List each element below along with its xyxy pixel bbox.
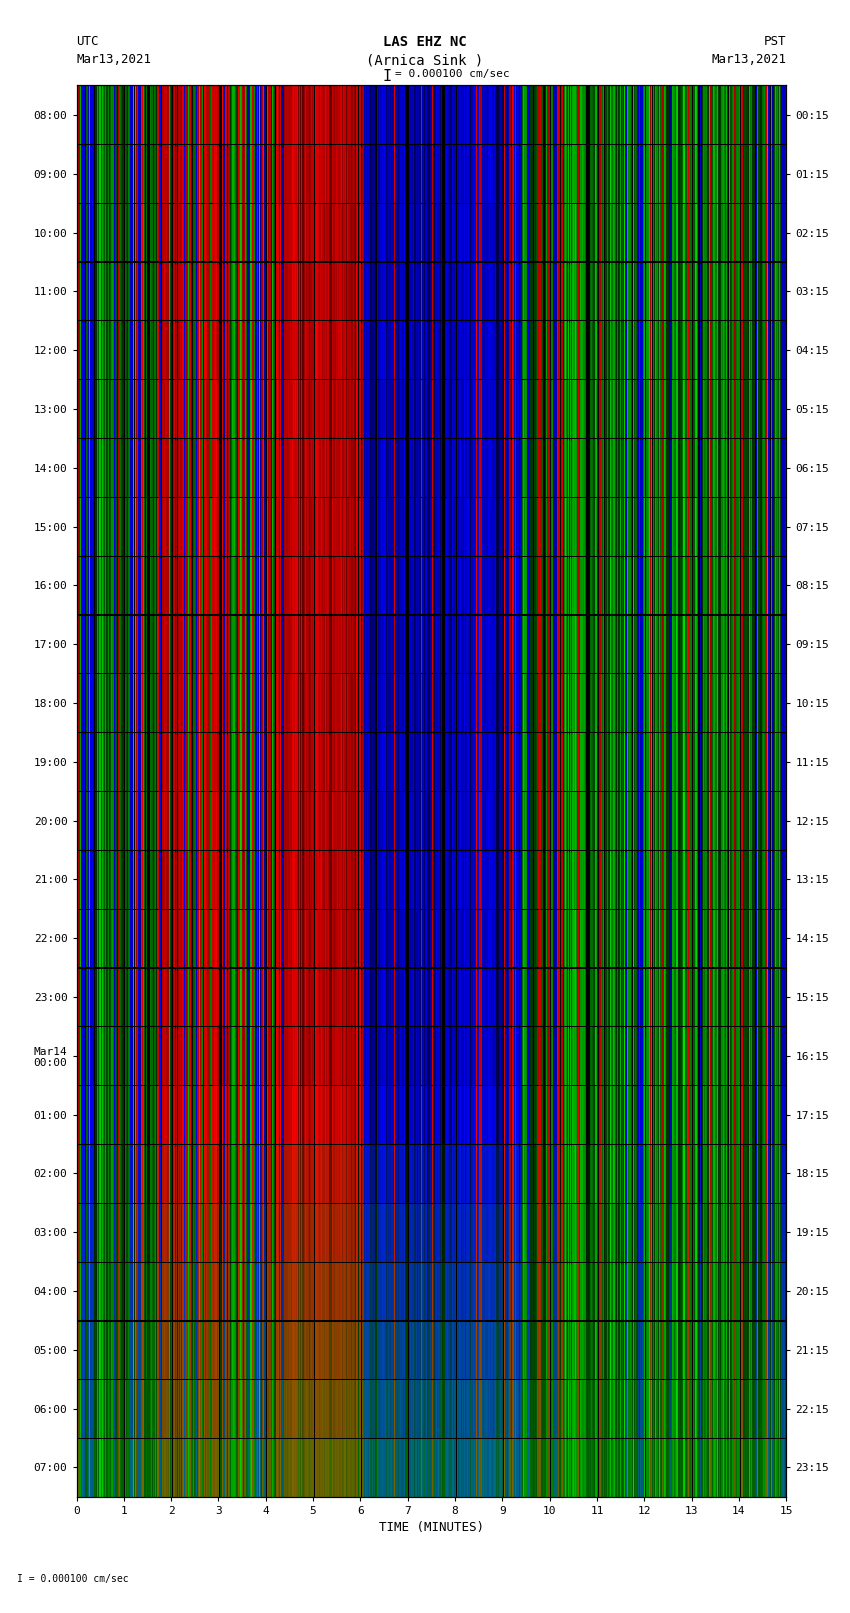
Text: LAS EHZ NC: LAS EHZ NC [383,35,467,50]
Text: PST: PST [764,35,786,48]
Text: I = 0.000100 cm/sec: I = 0.000100 cm/sec [17,1574,128,1584]
Text: I: I [382,69,391,84]
Text: (Arnica Sink ): (Arnica Sink ) [366,53,484,68]
Text: UTC: UTC [76,35,99,48]
Text: = 0.000100 cm/sec: = 0.000100 cm/sec [395,69,510,79]
Text: Mar13,2021: Mar13,2021 [711,53,786,66]
X-axis label: TIME (MINUTES): TIME (MINUTES) [379,1521,484,1534]
Text: Mar13,2021: Mar13,2021 [76,53,151,66]
